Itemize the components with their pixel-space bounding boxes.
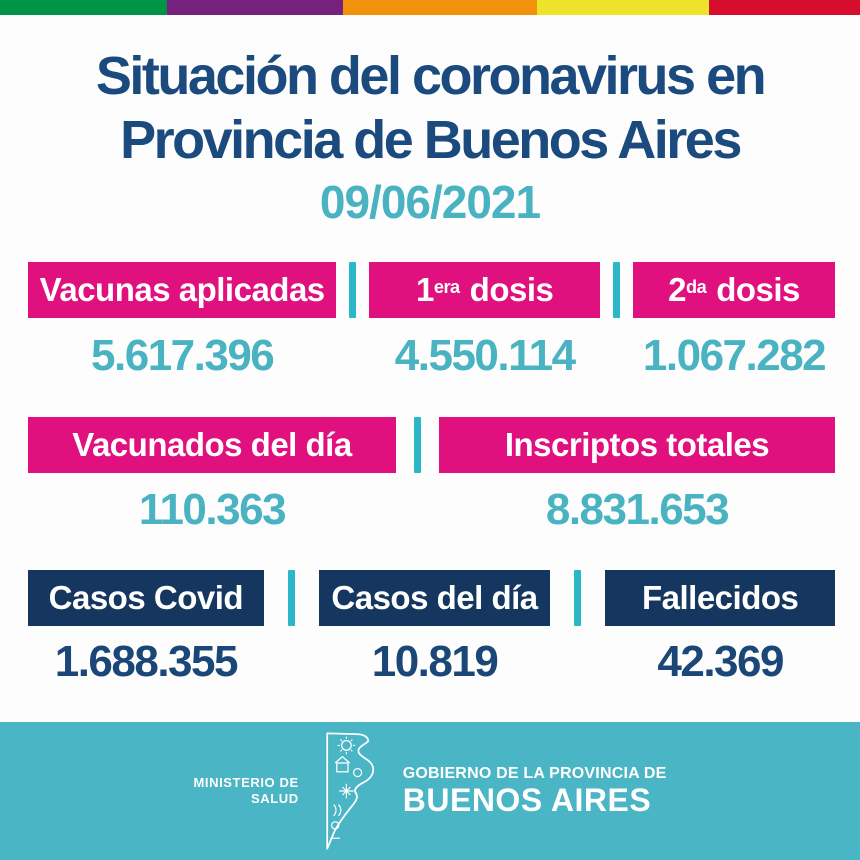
stripe-purple-segment (166, 0, 344, 15)
stripe-yellow-segment (537, 0, 710, 15)
stats-row3-badges: Casos Covid Casos del día Fallecidos (28, 570, 835, 626)
government-label-line1: GOBIERNO DE LA PROVINCIA DE (402, 765, 667, 782)
spacer (574, 636, 581, 688)
page-title: Situación del coronavirus en Provincia d… (0, 44, 860, 172)
value-fallecidos: 42.369 (657, 637, 784, 686)
badge-inscriptos-totales: Inscriptos totales (438, 417, 835, 473)
stats-row3-values: 1.688.355 10.819 42.369 (28, 636, 835, 688)
spacer (349, 330, 356, 382)
value-casos-del-dia: 10.819 (371, 637, 499, 686)
value-primera-dosis: 4.550.114 (394, 331, 576, 380)
badge-vacunados-del-dia: Vacunados del día (28, 417, 396, 473)
badge-primera-dosis-word: dosis (469, 271, 554, 308)
stats-row2-badges: Vacunados del día Inscriptos totales (28, 417, 835, 473)
badge-primera-dosis: 1 era dosis (369, 262, 601, 318)
ministry-label-line1: MINISTERIO DE (193, 775, 299, 790)
badge-vacunas-aplicadas: Vacunas aplicadas (28, 262, 337, 318)
badge-casos-del-dia: Casos del día (318, 570, 551, 626)
spacer (288, 636, 295, 688)
government-label: GOBIERNO DE LA PROVINCIA DE BUENOS AIRES (403, 765, 667, 817)
badge-segunda-dosis-sup: da (686, 276, 707, 297)
badge-casos-covid: Casos Covid (28, 570, 264, 626)
value-vacunas-aplicadas: 5.617.396 (91, 331, 275, 380)
value-segunda-dosis: 1.067.282 (642, 331, 827, 380)
government-label-line2: BUENOS AIRES (402, 782, 652, 818)
divider-bar (574, 570, 582, 626)
badge-fallecidos: Fallecidos (605, 570, 835, 626)
value-vacunados-del-dia: 110.363 (138, 485, 287, 534)
stats-row1-values: 5.617.396 4.550.114 1.067.282 (28, 330, 835, 382)
value-casos-covid: 1.688.355 (54, 637, 239, 686)
spacer (414, 484, 421, 536)
divider-bar (287, 570, 295, 626)
badge-segunda-dosis-number: 2 (668, 271, 687, 308)
stripe-green-segment (0, 0, 167, 15)
ministry-label: MINISTERIO DE SALUD (193, 775, 298, 807)
page-title-line1: Situación del coronavirus en (95, 46, 767, 106)
badge-segunda-dosis-word: dosis (716, 271, 800, 308)
value-inscriptos-totales: 8.831.653 (545, 485, 730, 534)
badge-primera-dosis-sup: era (433, 276, 460, 297)
badge-primera-dosis-number: 1 (416, 271, 434, 308)
badge-segunda-dosis: 2 da dosis (633, 262, 835, 318)
page-title-line2: Provincia de Buenos Aires (120, 110, 742, 170)
buenos-aires-province-map-icon (326, 732, 374, 850)
stats-row1-badges: Vacunas aplicadas 1 era dosis 2 da dosis (28, 262, 835, 318)
report-date: 09/06/2021 (319, 176, 541, 228)
stats-row2-values: 110.363 8.831.653 (28, 484, 835, 536)
top-color-stripe (0, 0, 860, 15)
divider-bar (349, 262, 357, 318)
stripe-red-segment (709, 0, 860, 15)
footer-band: MINISTERIO DE SALUD GOBIERNO DE LA PROVI… (0, 722, 860, 860)
divider-bar (413, 417, 421, 473)
divider-bar (613, 262, 621, 318)
stripe-orange-segment (343, 0, 538, 15)
spacer (613, 330, 620, 382)
ministry-label-line2: SALUD (250, 791, 299, 806)
